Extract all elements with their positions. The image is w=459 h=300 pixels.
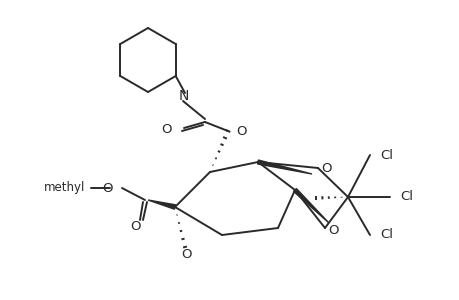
Text: O: O	[130, 220, 141, 233]
Text: O: O	[235, 124, 246, 137]
Text: Cl: Cl	[379, 229, 392, 242]
Text: Cl: Cl	[399, 190, 412, 203]
Text: methyl: methyl	[44, 182, 85, 194]
Text: O: O	[181, 248, 192, 262]
Text: N: N	[179, 89, 189, 103]
Text: Cl: Cl	[379, 148, 392, 161]
Text: O: O	[321, 161, 331, 175]
Polygon shape	[293, 189, 328, 223]
Polygon shape	[257, 160, 311, 174]
Text: O: O	[328, 224, 339, 236]
Text: O: O	[161, 122, 172, 136]
Polygon shape	[148, 200, 175, 209]
Text: O: O	[102, 182, 113, 194]
